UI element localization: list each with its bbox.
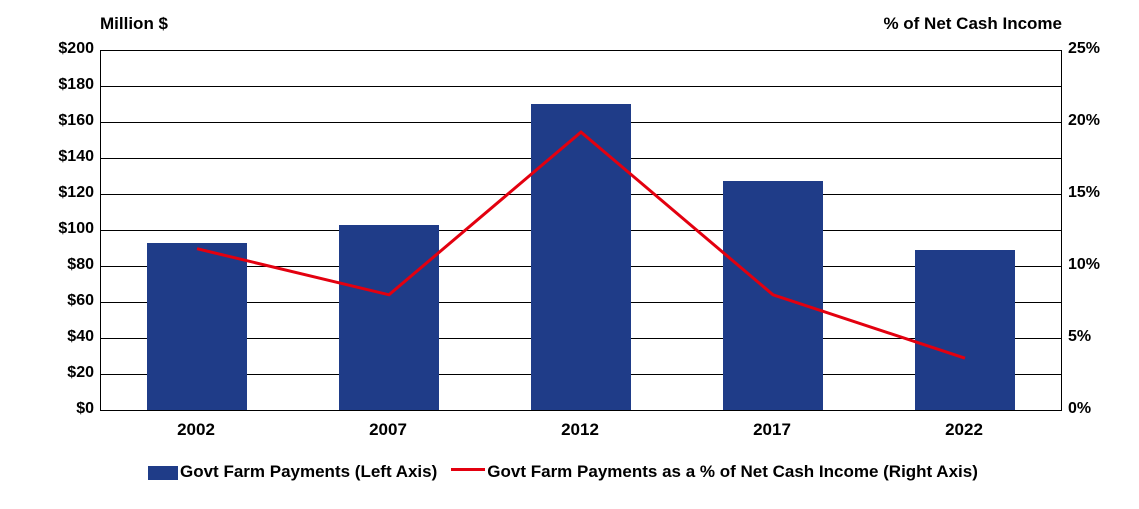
y-left-tick-label: $200: [34, 40, 94, 58]
y-left-tick-label: $120: [34, 184, 94, 202]
y-left-tick-label: $60: [34, 292, 94, 310]
legend-item-bar: Govt Farm Payments (Left Axis): [148, 462, 437, 482]
left-axis-title: Million $: [100, 14, 168, 34]
y-left-tick-label: $140: [34, 148, 94, 166]
y-right-tick-label: 15%: [1068, 184, 1100, 202]
y-right-tick-label: 20%: [1068, 112, 1100, 130]
legend-line-label: Govt Farm Payments as a % of Net Cash In…: [487, 462, 978, 481]
y-left-tick-label: $0: [34, 400, 94, 418]
y-left-tick-label: $160: [34, 112, 94, 130]
y-left-tick-label: $100: [34, 220, 94, 238]
x-tick-label: 2022: [868, 420, 1060, 440]
legend-item-line: Govt Farm Payments as a % of Net Cash In…: [451, 462, 978, 482]
x-tick-label: 2007: [292, 420, 484, 440]
legend-bar-label: Govt Farm Payments (Left Axis): [180, 462, 437, 481]
legend: Govt Farm Payments (Left Axis) Govt Farm…: [148, 462, 978, 482]
bar-swatch-icon: [148, 466, 178, 480]
plot-area: [100, 50, 1062, 411]
line-swatch-icon: [451, 468, 485, 471]
x-tick-label: 2012: [484, 420, 676, 440]
x-tick-label: 2017: [676, 420, 868, 440]
y-left-tick-label: $40: [34, 328, 94, 346]
y-right-tick-label: 10%: [1068, 256, 1100, 274]
line-series-svg: [101, 50, 1061, 410]
y-left-tick-label: $180: [34, 76, 94, 94]
line-series: [197, 132, 965, 358]
x-tick-label: 2002: [100, 420, 292, 440]
chart: Million $ % of Net Cash Income Govt Farm…: [30, 10, 1110, 500]
right-axis-title: % of Net Cash Income: [883, 14, 1062, 34]
y-left-tick-label: $80: [34, 256, 94, 274]
y-right-tick-label: 5%: [1068, 328, 1091, 346]
y-left-tick-label: $20: [34, 364, 94, 382]
y-right-tick-label: 25%: [1068, 40, 1100, 58]
y-right-tick-label: 0%: [1068, 400, 1091, 418]
